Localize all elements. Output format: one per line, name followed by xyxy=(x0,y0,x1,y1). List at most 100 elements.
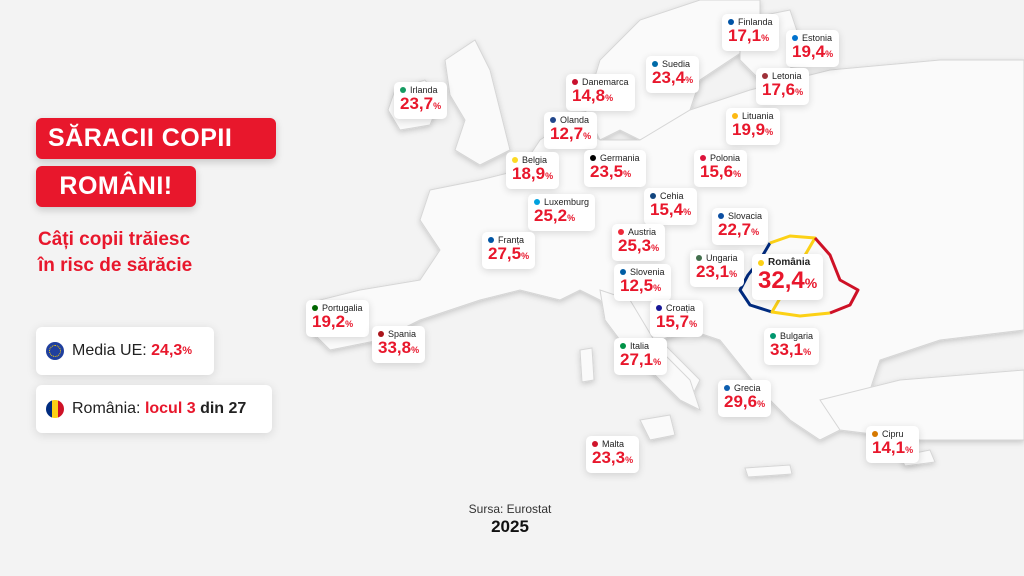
country-label-spania: Spania 33,8% xyxy=(372,326,426,363)
country-name: Ungaria xyxy=(696,253,738,263)
country-name: Letonia xyxy=(762,71,803,81)
country-value-unit: % xyxy=(683,207,692,217)
subtitle-line-2: în risc de sărăcie xyxy=(38,255,193,276)
country-name-text: Irlanda xyxy=(410,85,438,95)
country-name-text: Cipru xyxy=(882,429,904,439)
country-value: 25,3% xyxy=(618,237,659,257)
country-flag-icon xyxy=(728,19,734,25)
country-label-germania: Germania 23,5% xyxy=(584,150,646,187)
country-flag-icon xyxy=(762,73,768,79)
country-value: 18,9% xyxy=(512,165,553,185)
country-value: 15,7% xyxy=(656,313,697,333)
country-flag-icon xyxy=(724,385,730,391)
country-value: 23,4% xyxy=(652,69,693,89)
country-value-unit: % xyxy=(651,243,660,253)
country-value-number: 15,4 xyxy=(650,200,684,219)
country-name-text: Spania xyxy=(388,329,417,339)
country-value-number: 33,8 xyxy=(378,338,412,357)
country-value-number: 18,9 xyxy=(512,164,546,183)
country-label-malta: Malta 23,3% xyxy=(586,436,640,473)
country-name: Franța xyxy=(488,235,529,245)
country-value-number: 25,3 xyxy=(618,236,652,255)
country-name-text: Slovacia xyxy=(728,211,763,221)
romania-flag-icon xyxy=(46,400,64,418)
eu-average-label: Media UE: xyxy=(72,342,147,359)
country-value: 29,6% xyxy=(724,393,765,413)
country-value-unit: % xyxy=(583,131,592,141)
country-label-belgia: Belgia 18,9% xyxy=(506,152,560,189)
country-name: Spania xyxy=(378,329,419,339)
country-name-text: Austria xyxy=(628,227,657,237)
country-flag-icon xyxy=(650,193,656,199)
country-label-lituania: Lituania 19,9% xyxy=(726,108,780,145)
title-line-1: SĂRACII COPII xyxy=(36,118,276,159)
country-value-number: 17,6 xyxy=(762,80,796,99)
country-flag-icon xyxy=(696,255,702,261)
country-flag-icon xyxy=(770,333,776,339)
country-value-number: 12,5 xyxy=(620,276,654,295)
country-name: Austria xyxy=(618,227,659,237)
country-value-number: 12,7 xyxy=(550,124,584,143)
country-name-text: Franța xyxy=(498,235,525,245)
country-name-text: Slovenia xyxy=(630,267,665,277)
country-value: 12,5% xyxy=(620,277,665,297)
country-label-luxemburg: Luxemburg 25,2% xyxy=(528,194,596,231)
country-value-unit: % xyxy=(905,445,914,455)
country-value: 19,9% xyxy=(732,121,774,141)
country-value-unit: % xyxy=(765,127,774,137)
country-name-text: Malta xyxy=(602,439,625,449)
country-name-text: Estonia xyxy=(802,33,833,43)
country-name-text: Luxemburg xyxy=(544,197,590,207)
country-value-number: 15,7 xyxy=(656,312,690,331)
country-label-cehia: Cehia 15,4% xyxy=(644,188,698,225)
country-value: 23,1% xyxy=(696,263,738,283)
country-name-text: Polonia xyxy=(710,153,741,163)
country-value-number: 19,4 xyxy=(792,42,826,61)
country-value: 15,6% xyxy=(700,163,741,183)
romania-rank-card: România: locul 3 din 27 xyxy=(36,385,272,433)
country-value: 19,2% xyxy=(312,313,363,333)
country-value-unit: % xyxy=(761,33,770,43)
country-value-number: 19,2 xyxy=(312,312,346,331)
country-name: Luxemburg xyxy=(534,197,589,207)
country-value-unit: % xyxy=(521,251,530,261)
country-value-number: 19,9 xyxy=(732,120,766,139)
country-value-unit: % xyxy=(757,399,766,409)
country-name: Germania xyxy=(590,153,640,163)
country-flag-icon xyxy=(620,343,626,349)
country-value-unit: % xyxy=(689,319,698,329)
country-flag-icon xyxy=(758,259,764,266)
country-label-franța: Franța 27,5% xyxy=(482,232,536,269)
country-value-unit: % xyxy=(433,101,442,111)
country-value-number: 22,7 xyxy=(718,220,752,239)
country-value: 33,1% xyxy=(770,341,813,361)
country-name: Portugalia xyxy=(312,303,363,313)
country-value: 23,3% xyxy=(592,449,633,469)
country-flag-icon xyxy=(512,157,518,163)
country-name-text: Danemarca xyxy=(582,77,629,87)
country-name-text: Belgia xyxy=(522,155,548,165)
country-name-text: Finlanda xyxy=(738,17,773,27)
country-value-number: 15,6 xyxy=(700,162,734,181)
country-name: Lituania xyxy=(732,111,774,121)
country-name: Bulgaria xyxy=(770,331,813,341)
country-name: Suedia xyxy=(652,59,693,69)
country-value: 14,8% xyxy=(572,87,629,107)
country-flag-icon xyxy=(534,199,540,205)
country-label-olanda: Olanda 12,7% xyxy=(544,112,598,149)
country-name: Grecia xyxy=(724,383,765,393)
country-flag-icon xyxy=(550,117,556,123)
country-value-number: 14,8 xyxy=(572,86,606,105)
country-value-unit: % xyxy=(625,455,634,465)
country-value-number: 29,6 xyxy=(724,392,758,411)
country-name-text: Ungaria xyxy=(706,253,738,263)
country-label-bulgaria: Bulgaria 33,1% xyxy=(764,328,820,365)
country-value: 22,7% xyxy=(718,221,762,241)
country-value: 32,4% xyxy=(758,268,817,296)
country-value-unit: % xyxy=(795,87,804,97)
country-label-slovenia: Slovenia 12,5% xyxy=(614,264,671,301)
country-label-grecia: Grecia 29,6% xyxy=(718,380,772,417)
country-label-portugalia: Portugalia 19,2% xyxy=(306,300,369,337)
country-value-number: 33,1 xyxy=(770,340,804,359)
country-value-number: 23,3 xyxy=(592,448,626,467)
